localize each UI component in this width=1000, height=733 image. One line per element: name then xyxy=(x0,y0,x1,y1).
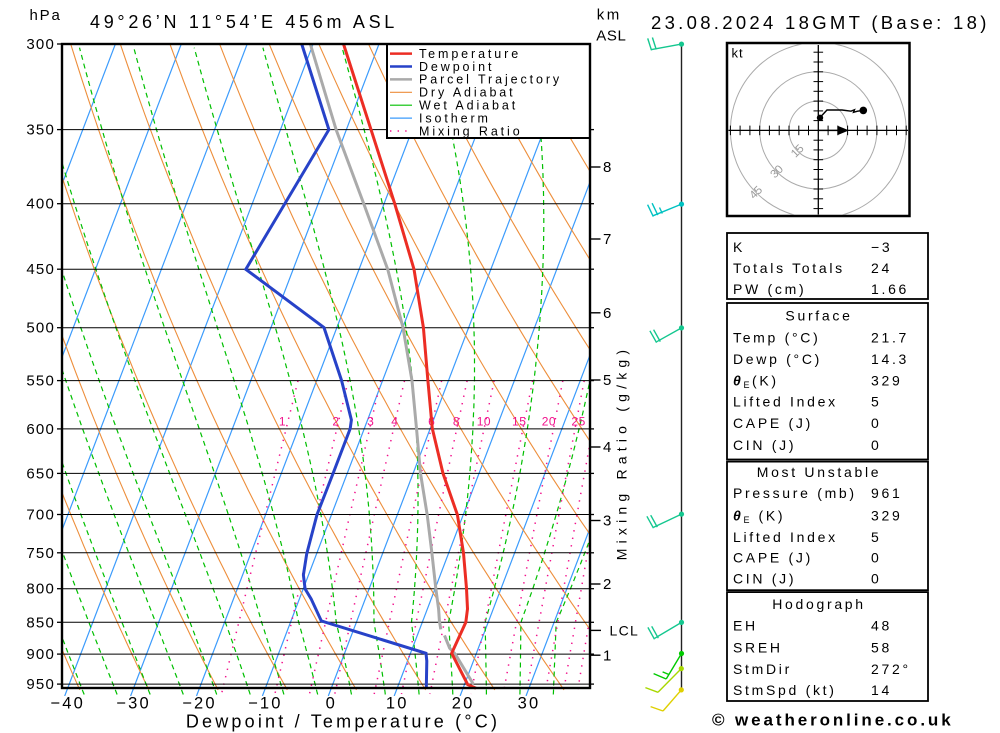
svg-text:© weatheronline.co.uk: © weatheronline.co.uk xyxy=(712,711,954,730)
svg-text:6: 6 xyxy=(603,305,612,322)
svg-text:4: 4 xyxy=(391,415,398,429)
svg-text:0: 0 xyxy=(871,437,882,453)
svg-text:StmDir: StmDir xyxy=(733,661,792,677)
svg-text:25: 25 xyxy=(571,415,585,429)
svg-text:Mixing Ratio (g/kg): Mixing Ratio (g/kg) xyxy=(614,345,630,561)
svg-text:Lifted Index: Lifted Index xyxy=(733,529,838,545)
svg-text:1: 1 xyxy=(279,415,286,429)
svg-text:(K): (K) xyxy=(752,372,779,388)
svg-text:Mixing Ratio: Mixing Ratio xyxy=(419,124,523,138)
svg-text:800: 800 xyxy=(26,581,55,598)
svg-text:PW (cm): PW (cm) xyxy=(733,281,806,297)
svg-text:LCL: LCL xyxy=(610,623,640,639)
svg-text:20: 20 xyxy=(452,695,475,713)
svg-text:Pressure (mb): Pressure (mb) xyxy=(733,485,857,501)
svg-text:400: 400 xyxy=(26,196,55,213)
svg-text:Dewpoint / Temperature (°C): Dewpoint / Temperature (°C) xyxy=(186,712,500,732)
svg-text:E: E xyxy=(744,380,753,390)
svg-text:StmSpd (kt): StmSpd (kt) xyxy=(733,682,837,698)
svg-text:CIN (J): CIN (J) xyxy=(733,571,796,587)
svg-text:km: km xyxy=(597,7,622,24)
svg-text:2: 2 xyxy=(603,576,612,593)
svg-text:Most Unstable: Most Unstable xyxy=(757,464,882,480)
svg-text:CAPE (J): CAPE (J) xyxy=(733,415,813,431)
svg-text:23.08.2024 18GMT (Base: 18): 23.08.2024 18GMT (Base: 18) xyxy=(651,12,990,33)
svg-text:48: 48 xyxy=(871,618,892,634)
svg-text:0: 0 xyxy=(871,549,882,565)
svg-text:1: 1 xyxy=(603,647,612,664)
svg-text:700: 700 xyxy=(26,507,55,524)
svg-text:7: 7 xyxy=(603,231,612,248)
svg-text:CAPE (J): CAPE (J) xyxy=(733,549,813,565)
svg-text:E: E xyxy=(744,515,753,525)
svg-text:8: 8 xyxy=(453,415,460,429)
svg-text:EH: EH xyxy=(733,618,758,634)
svg-text:0: 0 xyxy=(326,695,337,713)
svg-text:272°: 272° xyxy=(871,661,911,677)
svg-text:θ: θ xyxy=(733,508,744,524)
svg-text:49°26’N 11°54’E 456m ASL: 49°26’N 11°54’E 456m ASL xyxy=(90,12,398,32)
svg-text:2: 2 xyxy=(332,415,339,429)
svg-text:0: 0 xyxy=(871,415,882,431)
svg-text:4: 4 xyxy=(603,439,612,456)
svg-text:CIN (J): CIN (J) xyxy=(733,437,796,453)
svg-text:961: 961 xyxy=(871,485,902,501)
svg-text:−40: −40 xyxy=(50,695,85,713)
svg-text:21.7: 21.7 xyxy=(871,330,909,346)
svg-text:−30: −30 xyxy=(116,695,151,713)
svg-text:750: 750 xyxy=(26,545,55,562)
svg-text:950: 950 xyxy=(26,676,55,693)
svg-text:−10: −10 xyxy=(248,695,283,713)
svg-text:500: 500 xyxy=(26,320,55,337)
svg-text:15: 15 xyxy=(512,415,526,429)
svg-text:20: 20 xyxy=(542,415,556,429)
svg-text:350: 350 xyxy=(26,122,55,139)
svg-text:Totals Totals: Totals Totals xyxy=(733,260,845,276)
svg-text:Wet Adiabat: Wet Adiabat xyxy=(419,99,518,113)
svg-text:1.66: 1.66 xyxy=(871,281,909,297)
svg-text:kt: kt xyxy=(732,46,744,61)
svg-text:Hodograph: Hodograph xyxy=(772,596,866,612)
svg-text:θ: θ xyxy=(733,372,744,388)
svg-text:Lifted Index: Lifted Index xyxy=(733,394,838,410)
svg-text:hPa: hPa xyxy=(30,7,62,24)
svg-text:ASL: ASL xyxy=(596,27,626,44)
svg-text:SREH: SREH xyxy=(733,640,783,656)
svg-text:8: 8 xyxy=(603,159,612,176)
svg-text:Temperature: Temperature xyxy=(419,47,521,61)
svg-text:24: 24 xyxy=(871,260,892,276)
svg-text:10: 10 xyxy=(477,415,491,429)
svg-text:10: 10 xyxy=(386,695,409,713)
svg-text:Dewpoint: Dewpoint xyxy=(419,60,494,74)
svg-text:Dry Adiabat: Dry Adiabat xyxy=(419,86,516,100)
svg-text:58: 58 xyxy=(871,640,892,656)
svg-text:14.3: 14.3 xyxy=(871,351,909,367)
svg-text:450: 450 xyxy=(26,261,55,278)
svg-text:329: 329 xyxy=(871,372,902,388)
svg-text:0: 0 xyxy=(871,571,882,587)
svg-text:Parcel Trajectory: Parcel Trajectory xyxy=(419,73,562,87)
svg-text:Temp (°C): Temp (°C) xyxy=(733,330,820,346)
svg-text:(K): (K) xyxy=(759,508,786,524)
svg-text:Isotherm: Isotherm xyxy=(419,111,491,125)
svg-text:300: 300 xyxy=(26,36,55,53)
svg-text:14: 14 xyxy=(871,682,892,698)
svg-text:329: 329 xyxy=(871,508,902,524)
svg-text:3: 3 xyxy=(367,415,374,429)
svg-text:30: 30 xyxy=(518,695,541,713)
svg-text:Surface: Surface xyxy=(785,308,852,324)
svg-text:5: 5 xyxy=(603,372,612,389)
svg-text:−20: −20 xyxy=(182,695,217,713)
svg-text:850: 850 xyxy=(26,614,55,631)
svg-text:−3: −3 xyxy=(871,239,892,255)
svg-text:600: 600 xyxy=(26,421,55,438)
svg-text:Dewp (°C): Dewp (°C) xyxy=(733,351,822,367)
svg-text:5: 5 xyxy=(871,394,882,410)
svg-text:650: 650 xyxy=(26,465,55,482)
svg-text:900: 900 xyxy=(26,646,55,663)
svg-text:K: K xyxy=(733,239,745,255)
svg-text:550: 550 xyxy=(26,373,55,390)
svg-text:5: 5 xyxy=(871,529,882,545)
svg-text:3: 3 xyxy=(603,513,612,530)
